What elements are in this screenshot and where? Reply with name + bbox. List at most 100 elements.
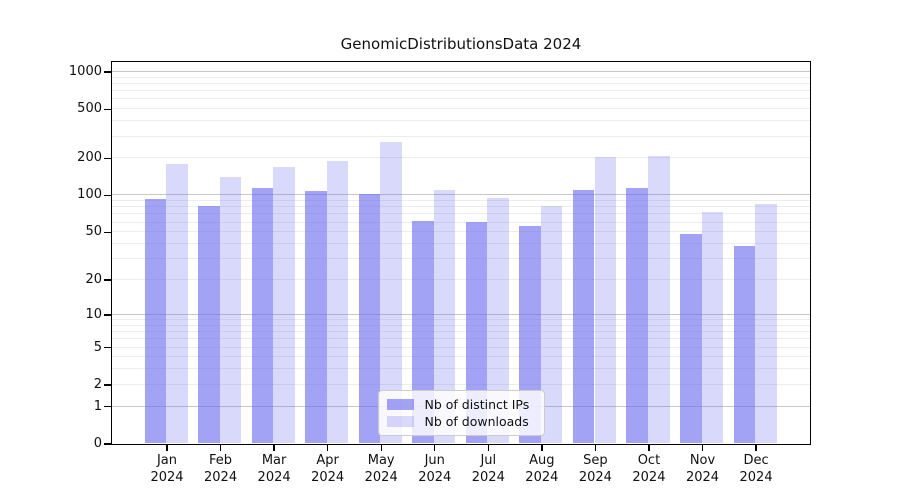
bar-downloads <box>273 166 295 444</box>
minor-gridline <box>111 231 810 233</box>
bar-distinct-ips <box>144 199 166 444</box>
bar-distinct-ips <box>251 188 274 444</box>
x-tick-label: Oct 2024 <box>632 453 666 485</box>
minor-gridline <box>111 319 810 320</box>
x-tick-label: Mar 2024 <box>257 453 291 485</box>
minor-gridline <box>111 135 810 137</box>
minor-gridline <box>111 356 810 358</box>
minor-gridline <box>111 258 810 260</box>
minor-gridline <box>111 324 810 326</box>
y-tick-label: 10 <box>85 306 102 322</box>
minor-gridline <box>111 90 810 92</box>
x-tick-label: Jul 2024 <box>471 453 505 485</box>
y-tick-mark <box>103 314 111 316</box>
major-gridline <box>111 70 810 72</box>
y-tick-mark <box>103 384 111 386</box>
x-tick-mark <box>166 444 168 451</box>
bar-downloads <box>540 205 563 444</box>
minor-gridline <box>111 82 810 84</box>
y-tick-mark <box>103 71 111 73</box>
minor-gridline <box>111 206 810 208</box>
x-tick-mark <box>541 444 543 451</box>
legend-item-distinct-ips: Nb of distinct IPs <box>386 396 534 412</box>
y-tick-label: 0 <box>93 436 102 451</box>
y-tick-mark <box>103 231 111 233</box>
y-tick-label: 1 <box>93 398 102 414</box>
plot-area: Nb of distinct IPs Nb of downloads <box>110 60 811 445</box>
x-tick-mark <box>219 444 222 451</box>
legend-item-downloads: Nb of downloads <box>386 413 534 429</box>
y-tick-label: 20 <box>85 272 102 288</box>
minor-gridline <box>111 76 810 78</box>
legend: Nb of distinct IPs Nb of downloads <box>377 389 545 436</box>
x-tick-label: Sep 2024 <box>578 453 612 485</box>
minor-gridline <box>111 331 810 333</box>
bar-downloads <box>648 155 670 444</box>
x-tick-label: Feb 2024 <box>204 453 238 485</box>
legend-swatch-downloads <box>386 415 414 427</box>
bar-distinct-ips <box>305 191 327 444</box>
bar-downloads <box>326 160 349 444</box>
x-tick-label: Jun 2024 <box>418 453 452 485</box>
x-tick-label: May 2024 <box>364 453 398 485</box>
x-tick-label: Aug 2024 <box>525 453 559 485</box>
bar-downloads <box>380 142 402 444</box>
x-tick-mark <box>273 444 275 451</box>
x-tick-label: Jan 2024 <box>150 453 184 485</box>
bar-downloads <box>433 189 456 444</box>
minor-gridline <box>111 157 810 159</box>
bar-downloads <box>487 197 509 444</box>
minor-gridline <box>111 279 810 281</box>
bar-distinct-ips <box>358 194 381 444</box>
bar-distinct-ips <box>680 233 702 444</box>
y-tick-mark <box>103 157 111 160</box>
y-tick-mark <box>103 346 111 349</box>
minor-gridline <box>111 221 810 223</box>
x-tick-label: Nov 2024 <box>685 453 720 485</box>
y-tick-label: 100 <box>77 187 102 203</box>
y-tick-mark <box>103 279 111 281</box>
x-tick-mark <box>701 444 704 451</box>
y-tick-label: 200 <box>77 150 102 166</box>
grid-layer <box>111 62 810 444</box>
minor-gridline <box>111 108 810 110</box>
x-tick-mark <box>380 444 382 451</box>
legend-label-distinct-ips: Nb of distinct IPs <box>424 396 530 412</box>
x-tick-label: Apr 2024 <box>311 453 345 485</box>
x-tick-mark <box>594 444 597 451</box>
bars-layer <box>112 62 810 444</box>
bar-distinct-ips <box>626 187 648 444</box>
y-tick-label: 500 <box>77 101 102 117</box>
legend-label-downloads: Nb of downloads <box>424 413 529 429</box>
x-tick-mark <box>648 444 650 451</box>
minor-gridline <box>111 213 810 215</box>
bar-distinct-ips <box>733 246 756 444</box>
minor-gridline <box>111 120 810 122</box>
legend-swatch-distinct-ips <box>386 398 414 410</box>
y-tick-mark <box>103 194 111 197</box>
minor-gridline <box>111 368 810 370</box>
x-tick-mark <box>755 444 757 451</box>
minor-gridline <box>111 98 810 100</box>
y-tick-mark <box>103 405 111 408</box>
x-tick-mark <box>326 444 329 451</box>
bar-distinct-ips <box>572 190 595 444</box>
minor-gridline <box>111 200 810 202</box>
y-tick-label: 50 <box>85 224 102 240</box>
y-tick-mark <box>103 108 111 110</box>
bar-downloads <box>755 204 777 444</box>
major-gridline <box>111 194 810 196</box>
x-tick-label: Dec 2024 <box>739 453 773 485</box>
bar-downloads <box>219 176 242 444</box>
minor-gridline <box>111 243 810 244</box>
x-tick-mark <box>434 444 436 451</box>
bar-distinct-ips <box>412 221 434 444</box>
bar-downloads <box>166 163 188 444</box>
chart-title: GenomicDistributionsData 2024 <box>340 35 582 53</box>
bar-downloads <box>701 212 724 444</box>
x-tick-mark <box>487 444 489 451</box>
minor-gridline <box>111 346 810 348</box>
y-tick-label: 5 <box>93 339 102 355</box>
bar-distinct-ips <box>465 222 488 444</box>
